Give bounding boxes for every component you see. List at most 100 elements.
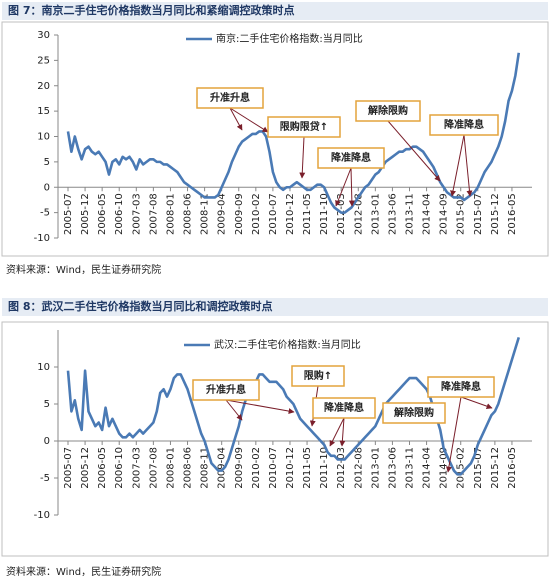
x-tick-label: 2015-07 bbox=[473, 447, 484, 489]
x-tick-label: 2005-12 bbox=[80, 447, 91, 489]
annotation-box bbox=[429, 114, 499, 136]
annotation-label: 降准降息 bbox=[441, 380, 481, 393]
x-tick-label: 2010-07 bbox=[268, 193, 279, 235]
title-bar bbox=[2, 298, 548, 316]
x-tick-label: 2006-10 bbox=[114, 193, 125, 235]
annotation-label: 降准降息 bbox=[331, 151, 371, 164]
annotation-arrow bbox=[229, 107, 243, 131]
x-tick-label: 2005-07 bbox=[63, 193, 74, 235]
x-tick-label: 2007-08 bbox=[148, 193, 159, 235]
x-tick-label: 2011-10 bbox=[319, 193, 330, 235]
annotation-label: 降准降息 bbox=[444, 118, 484, 131]
x-tick-label: 2005-12 bbox=[80, 193, 91, 235]
y-tick-label: -5 bbox=[40, 208, 50, 219]
x-tick-label: 2007-03 bbox=[131, 447, 142, 489]
x-tick-label: 2010-12 bbox=[285, 193, 296, 235]
annotation-box bbox=[312, 397, 376, 419]
legend-label: 南京:二手住宅价格指数:当月同比 bbox=[216, 32, 363, 45]
x-tick-label: 2008-11 bbox=[200, 193, 211, 235]
annotation-box bbox=[317, 147, 385, 169]
x-tick-label: 2012-08 bbox=[353, 193, 364, 235]
annotation-arrow bbox=[299, 136, 306, 179]
annotation-box bbox=[267, 116, 341, 138]
x-tick-label: 2013-01 bbox=[370, 447, 381, 489]
y-tick-label: -5 bbox=[40, 473, 50, 484]
y-tick-label: -10 bbox=[34, 233, 50, 244]
x-tick-label: 2013-01 bbox=[370, 193, 381, 235]
x-tick-label: 2014-09 bbox=[439, 193, 450, 235]
x-tick-label: 2015-07 bbox=[473, 193, 484, 235]
x-tick-label: 2013-11 bbox=[405, 447, 416, 489]
x-tick-label: 2015-12 bbox=[490, 447, 501, 489]
x-tick-label: 2008-06 bbox=[183, 193, 194, 235]
x-tick-label: 2008-11 bbox=[200, 447, 211, 489]
x-tick-label: 2009-04 bbox=[217, 193, 228, 235]
x-tick-label: 2014-04 bbox=[422, 447, 433, 489]
x-tick-label: 2010-12 bbox=[285, 447, 296, 489]
legend-label: 武汉:二手住宅价格指数:当月同比 bbox=[214, 338, 361, 351]
annotation-arrow bbox=[463, 134, 473, 197]
annotation-arrow bbox=[445, 396, 462, 473]
annotation-label: 限购↑ bbox=[304, 369, 332, 382]
data-line bbox=[66, 52, 521, 214]
x-tick-label: 2010-02 bbox=[251, 193, 262, 235]
x-tick-label: 2010-07 bbox=[268, 447, 279, 489]
y-tick-label: 25 bbox=[37, 55, 50, 66]
x-tick-label: 2014-04 bbox=[422, 193, 433, 235]
annotation-arrow bbox=[335, 167, 352, 207]
x-tick-label: 2009-09 bbox=[234, 193, 245, 235]
x-tick-label: 2016-05 bbox=[507, 447, 518, 489]
y-tick-label: 10 bbox=[37, 132, 50, 143]
y-tick-label: -10 bbox=[34, 510, 50, 521]
y-tick-label: 5 bbox=[44, 399, 50, 410]
y-tick-label: 0 bbox=[44, 436, 50, 447]
x-tick-label: 2008-01 bbox=[165, 447, 176, 489]
annotation-box bbox=[291, 365, 345, 387]
x-tick-label: 2008-01 bbox=[165, 193, 176, 235]
y-tick-label: 10 bbox=[37, 362, 50, 373]
x-tick-label: 2011-05 bbox=[302, 193, 313, 235]
x-tick-label: 2013-11 bbox=[405, 193, 416, 235]
annotation-arrow bbox=[339, 417, 346, 447]
x-tick-label: 2006-10 bbox=[114, 447, 125, 489]
figure-title: 图 7：南京二手住宅价格指数当月同比和紧缩调控政策时点 bbox=[8, 3, 294, 17]
y-tick-label: 5 bbox=[44, 157, 50, 168]
annotation-box bbox=[192, 379, 260, 401]
x-tick-label: 2012-08 bbox=[353, 447, 364, 489]
annotation-label: 升准升息 bbox=[206, 383, 246, 396]
x-tick-label: 2015-12 bbox=[490, 193, 501, 235]
x-tick-label: 2012-03 bbox=[336, 193, 347, 235]
annotation-arrow bbox=[329, 417, 345, 447]
x-tick-label: 2009-04 bbox=[217, 447, 228, 489]
x-tick-label: 2006-05 bbox=[97, 193, 108, 235]
source-note: 资料来源：Wind，民生证券研究院 bbox=[6, 263, 161, 276]
annotation-box bbox=[196, 87, 264, 109]
x-tick-label: 2013-06 bbox=[387, 193, 398, 235]
source-note: 资料来源：Wind，民生证券研究院 bbox=[6, 565, 161, 578]
y-tick-label: 15 bbox=[37, 106, 50, 117]
chart-frame bbox=[1, 21, 549, 257]
annotation-label: 解除限购 bbox=[368, 104, 408, 117]
annotation-arrow bbox=[229, 107, 269, 133]
x-tick-label: 2007-08 bbox=[148, 447, 159, 489]
x-tick-label: 2007-03 bbox=[131, 193, 142, 235]
annotation-label: 解除限购 bbox=[394, 406, 434, 419]
x-tick-label: 2013-06 bbox=[387, 447, 398, 489]
x-tick-label: 2009-09 bbox=[234, 447, 245, 489]
x-tick-label: 2016-05 bbox=[507, 193, 518, 235]
y-tick-label: 30 bbox=[37, 30, 50, 41]
annotation-box bbox=[382, 402, 446, 424]
annotation-arrow bbox=[460, 396, 493, 410]
x-tick-label: 2011-10 bbox=[319, 447, 330, 489]
x-tick-label: 2005-07 bbox=[63, 447, 74, 489]
x-tick-label: 2015-02 bbox=[456, 447, 467, 489]
annotation-arrow bbox=[225, 399, 295, 415]
annotation-box bbox=[355, 100, 421, 122]
y-tick-label: 0 bbox=[44, 182, 50, 193]
annotation-label: 升准升息 bbox=[210, 91, 250, 104]
x-tick-label: 2006-05 bbox=[97, 447, 108, 489]
annotation-label: 降准降息 bbox=[324, 401, 364, 414]
x-tick-label: 2014-09 bbox=[439, 447, 450, 489]
x-tick-label: 2008-06 bbox=[183, 447, 194, 489]
